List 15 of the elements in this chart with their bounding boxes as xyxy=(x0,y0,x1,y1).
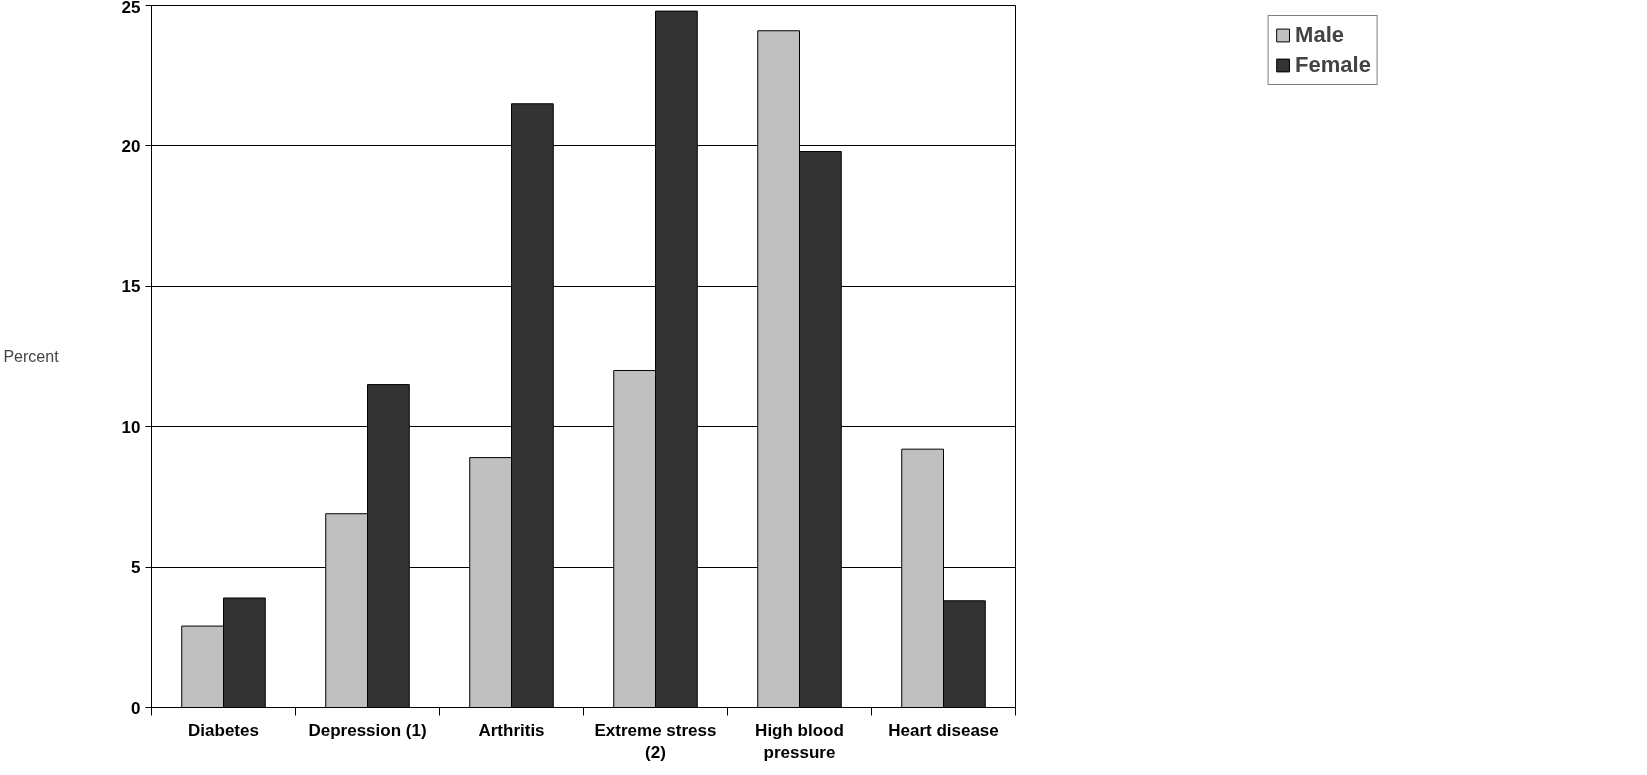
legend-label: Male xyxy=(1295,22,1345,48)
y-tick-label: 25 xyxy=(121,0,141,17)
x-tick-label: Depression (1) xyxy=(308,720,427,740)
y-axis-title: Percent xyxy=(3,348,60,365)
legend-label: Female xyxy=(1295,52,1371,78)
y-tick-label: 10 xyxy=(121,417,141,437)
x-tick-label: Extreme stress (2) xyxy=(594,720,717,763)
x-tick-label: Diabetes xyxy=(188,720,259,740)
x-tick-label: Arthritis xyxy=(478,720,545,740)
x-tick-label: High blood pressure xyxy=(755,720,844,763)
y-tick-label: 15 xyxy=(121,277,141,297)
y-tick-label: 20 xyxy=(121,136,141,156)
x-tick-label: Heart disease xyxy=(888,720,999,740)
y-tick-label: 5 xyxy=(131,558,141,578)
y-tick-label: 0 xyxy=(131,698,141,718)
